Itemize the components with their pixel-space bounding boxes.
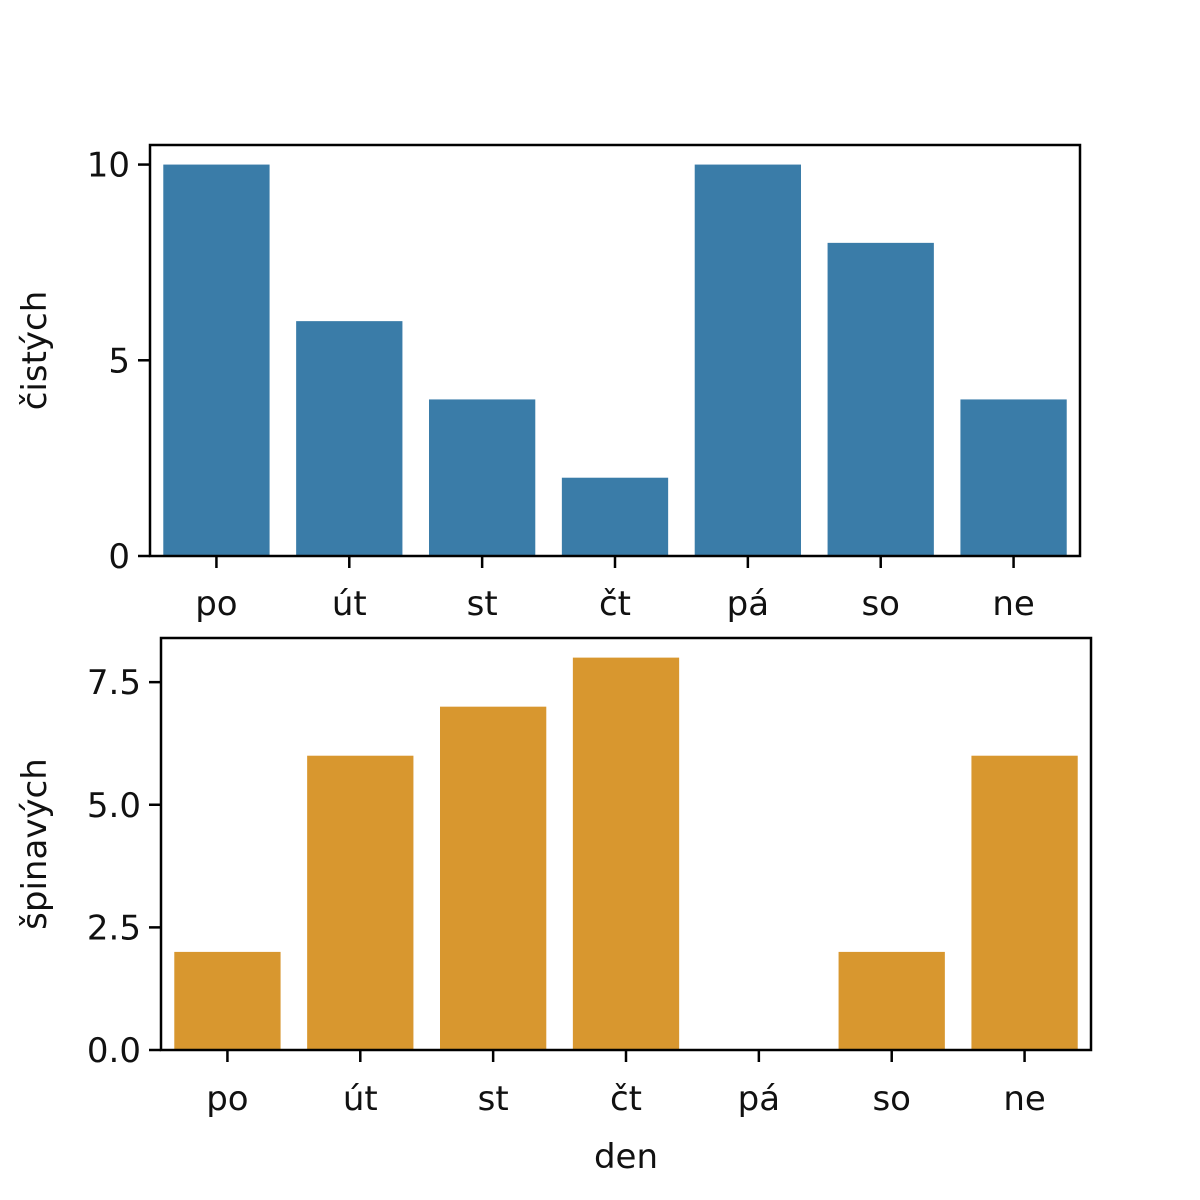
bar-st: [440, 706, 547, 1050]
bar-so: [827, 242, 934, 557]
x-tick-label: út: [343, 1079, 378, 1119]
x-axis-label: den: [594, 1137, 658, 1177]
bar-út: [307, 755, 414, 1050]
y-tick-label: 7.5: [87, 663, 141, 703]
x-tick-label: po: [206, 1079, 248, 1119]
x-tick-label: čt: [599, 584, 631, 624]
y-tick-label: 0.0: [87, 1031, 141, 1071]
x-tick-label: čt: [610, 1079, 642, 1119]
bar-pá: [694, 164, 801, 556]
y-axis-label: čistých: [15, 291, 55, 411]
bottom-bar-chart-panel: po út st čt pá so ne 0.0 2.5 5.0 7.5 špinavých den: [15, 636, 1093, 1177]
x-tick-label: út: [332, 584, 367, 624]
bar-so: [838, 951, 945, 1050]
top-bar-chart-panel: po út st čt pá so ne 0 5 10 čistých: [15, 143, 1082, 624]
bar-po: [174, 951, 281, 1050]
bar-ne: [960, 399, 1067, 556]
y-tick-label: 5: [108, 341, 130, 381]
bar-út: [296, 321, 403, 556]
x-tick-label: st: [467, 584, 498, 624]
x-tick-label: so: [861, 584, 900, 624]
y-axis-label: špinavých: [15, 758, 55, 930]
y-tick-label: 10: [87, 146, 130, 186]
bar-ne: [971, 755, 1078, 1050]
y-tick-label: 5.0: [87, 786, 141, 826]
bar-čt: [572, 657, 680, 1050]
bar-st: [429, 399, 536, 556]
x-tick-label: so: [872, 1079, 911, 1119]
bar-po: [163, 164, 270, 556]
y-tick-label: 2.5: [87, 908, 141, 948]
bar-čt: [561, 477, 669, 556]
x-tick-label: pá: [738, 1079, 780, 1119]
x-tick-label: po: [195, 584, 237, 624]
x-tick-label: st: [478, 1079, 509, 1119]
x-tick-label: ne: [992, 584, 1034, 624]
y-tick-label: 0: [108, 537, 130, 577]
x-tick-label: ne: [1003, 1079, 1045, 1119]
x-tick-label: pá: [727, 584, 769, 624]
